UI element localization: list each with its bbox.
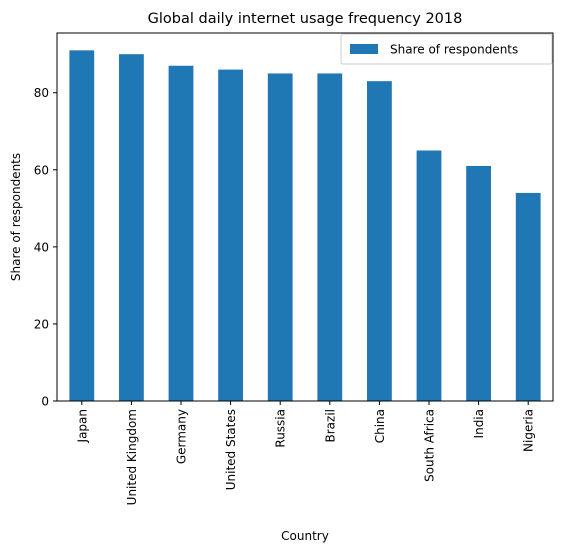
bar-russia xyxy=(267,73,293,402)
bar-nigeria xyxy=(515,192,541,401)
bar-brazil xyxy=(317,73,343,402)
legend: Share of respondents xyxy=(340,33,553,65)
x-tick-label: Nigeria xyxy=(522,409,536,452)
bar-japan xyxy=(69,50,95,402)
bar-germany xyxy=(168,65,194,401)
y-tick-label: 40 xyxy=(34,240,49,254)
bar-united-states xyxy=(218,69,243,401)
y-tick-label: 60 xyxy=(34,163,49,177)
legend-label: Share of respondents xyxy=(390,43,518,57)
bar-south-africa xyxy=(416,150,442,401)
legend-box xyxy=(340,33,553,65)
x-tick-label: South Africa xyxy=(423,409,437,482)
plot-frame xyxy=(56,32,554,402)
bars-layer xyxy=(69,50,541,402)
legend-swatch xyxy=(350,44,378,54)
y-tick-label: 20 xyxy=(34,317,49,331)
bar-united-kingdom xyxy=(119,54,144,401)
axes-layer: 0 20 40 60 80 Japan United Kingdom Germany Unite… xyxy=(34,32,554,505)
y-tick-label: 80 xyxy=(34,86,49,100)
x-tick-label: India xyxy=(472,409,486,438)
y-tick-label: 0 xyxy=(41,395,49,409)
x-tick-label: United States xyxy=(224,409,238,490)
x-axis-label: Country xyxy=(281,529,329,543)
bar-china xyxy=(367,81,392,401)
x-tick-label: Germany xyxy=(175,409,189,464)
bar-india xyxy=(466,165,491,401)
chart-title: Global daily internet usage frequency 20… xyxy=(148,11,463,27)
x-tick-label: Russia xyxy=(274,409,288,448)
x-tick-label: Brazil xyxy=(323,409,337,443)
x-tick-label: Japan xyxy=(75,409,89,443)
x-tick-label: China xyxy=(373,409,387,443)
y-axis-label: Share of respondents xyxy=(9,153,23,281)
x-tick-label: United Kingdom xyxy=(125,409,139,505)
